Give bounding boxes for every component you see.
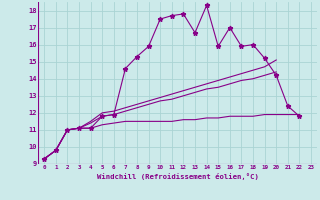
X-axis label: Windchill (Refroidissement éolien,°C): Windchill (Refroidissement éolien,°C) <box>97 173 259 180</box>
